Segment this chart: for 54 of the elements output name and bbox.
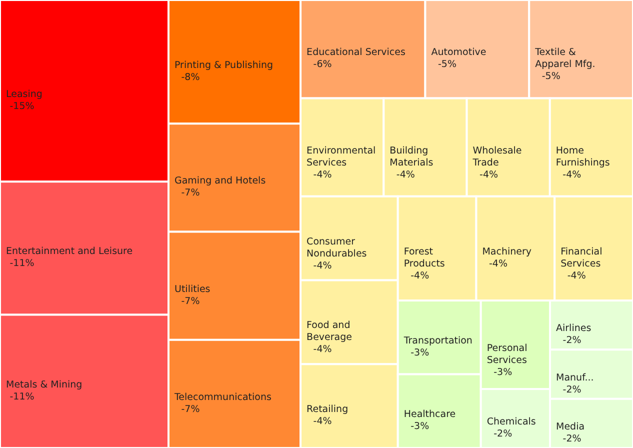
data-label: -4% xyxy=(488,258,508,270)
category-label: Telecommunications xyxy=(173,392,272,403)
data-label: -4% xyxy=(313,344,332,356)
data-label: -2% xyxy=(562,433,582,444)
data-label: -11% xyxy=(10,258,34,270)
category-label: Gaming and Hotels xyxy=(174,176,266,187)
category-label: Forest Products xyxy=(404,246,445,270)
data-label: -4% xyxy=(480,169,498,180)
category-label: Wholesale Trade xyxy=(472,145,522,168)
data-label: -4% xyxy=(313,169,332,180)
category-label: Personal Services xyxy=(486,342,528,366)
data-label: -7% xyxy=(181,404,200,415)
category-label: Environmental Services xyxy=(306,145,376,168)
category-label: Printing & Publishing xyxy=(174,60,274,71)
category-label: Textile & Apparel Mfg. xyxy=(534,47,596,70)
data-label: -2% xyxy=(494,428,512,440)
data-label: -3% xyxy=(410,347,430,358)
category-label: Entertainment and Leisure xyxy=(6,246,133,258)
data-label: -4% xyxy=(313,416,332,428)
category-label: Building Materials xyxy=(390,145,434,168)
category-label: Retailing xyxy=(306,404,348,416)
data-label: -2% xyxy=(562,335,582,346)
data-label: -5% xyxy=(438,59,456,70)
data-label: -3% xyxy=(410,421,430,432)
data-label: -4% xyxy=(313,260,332,272)
data-label: -8% xyxy=(181,72,200,83)
category-label: Metals & Mining xyxy=(6,379,82,390)
category-label: Chemicals xyxy=(486,416,536,428)
category-label: Utilities xyxy=(174,284,210,295)
data-label: -7% xyxy=(181,188,200,199)
category-label: Machinery xyxy=(482,246,532,258)
data-label: -3% xyxy=(494,366,512,378)
category-label: Manuf... xyxy=(556,372,594,384)
category-label: Healthcare xyxy=(404,409,456,420)
category-label: Leasing xyxy=(6,88,42,100)
category-label: Automotive xyxy=(431,47,486,58)
category-label: Food and Beverage xyxy=(306,320,352,344)
data-label: -4% xyxy=(396,169,415,180)
category-label: Media xyxy=(556,421,585,432)
data-label: -4% xyxy=(562,169,582,180)
data-label: -4% xyxy=(567,270,586,282)
data-label: -6% xyxy=(313,59,332,70)
data-label: -11% xyxy=(10,391,34,402)
data-label: -5% xyxy=(542,71,560,82)
category-label: Airlines xyxy=(556,323,592,334)
data-label: -2% xyxy=(562,384,582,396)
category-label: Educational Services xyxy=(306,47,406,58)
data-label: -4% xyxy=(410,270,430,282)
data-label: -15% xyxy=(10,100,34,112)
data-label: -7% xyxy=(181,296,200,307)
category-label: Transportation xyxy=(402,335,472,346)
category-label: Consumer Nondurables xyxy=(306,236,367,260)
category-label: Home Furnishings xyxy=(556,145,610,168)
category-label: Financial Services xyxy=(560,246,602,270)
